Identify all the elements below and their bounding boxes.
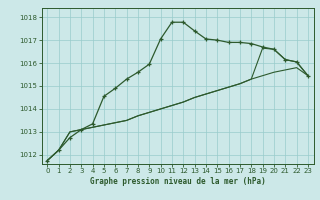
X-axis label: Graphe pression niveau de la mer (hPa): Graphe pression niveau de la mer (hPa) [90,177,266,186]
